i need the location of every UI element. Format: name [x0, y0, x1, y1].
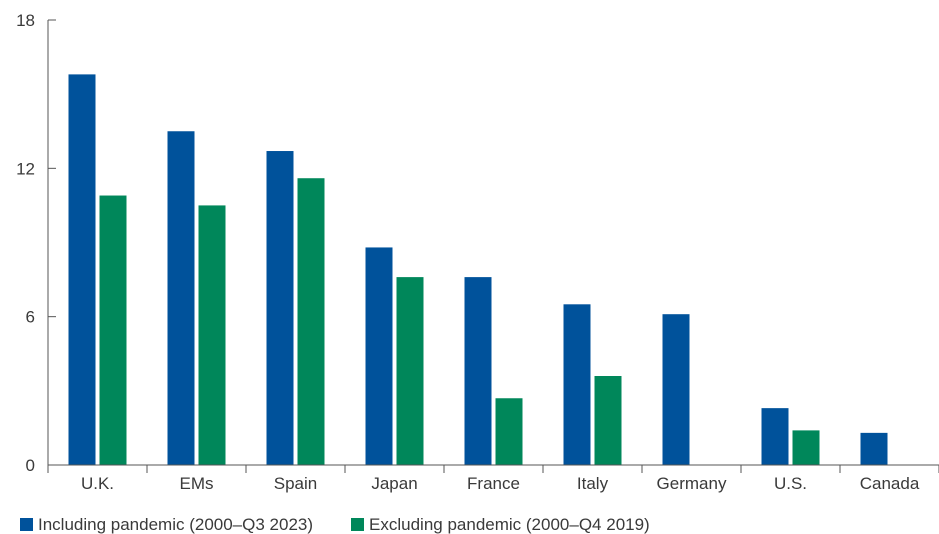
bar-including	[860, 432, 888, 465]
bar-excluding	[594, 376, 622, 465]
x-tick-label: Italy	[577, 474, 609, 493]
bar-excluding	[99, 195, 127, 465]
x-tick-label: U.S.	[774, 474, 807, 493]
bar-including	[68, 74, 96, 465]
bar-including	[761, 408, 789, 465]
x-tick-label: Canada	[860, 474, 920, 493]
y-tick-label: 18	[16, 11, 35, 30]
bar-including	[563, 304, 591, 465]
y-tick-label: 0	[26, 456, 35, 475]
bar-including	[365, 247, 393, 465]
legend-swatch-including	[20, 518, 33, 531]
legend-label-excluding: Excluding pandemic (2000–Q4 2019)	[369, 515, 650, 534]
y-tick-label: 6	[26, 308, 35, 327]
x-tick-label: Germany	[657, 474, 727, 493]
bar-including	[266, 151, 294, 465]
bar-including	[662, 314, 690, 465]
x-axis: U.K. EMs Spain Japan France Italy Germany U.S. C…	[47, 464, 939, 493]
y-tick-label: 12	[16, 159, 35, 178]
bar-including	[464, 277, 492, 465]
legend-label-including: Including pandemic (2000–Q3 2023)	[38, 515, 314, 534]
legend-item-excluding: Excluding pandemic (2000–Q4 2019)	[351, 515, 650, 534]
bars	[68, 74, 888, 465]
x-tick-label: Japan	[371, 474, 417, 493]
x-tick-label: U.K.	[81, 474, 114, 493]
x-tick-label: EMs	[180, 474, 214, 493]
bar-excluding	[198, 205, 226, 465]
bar-including	[167, 131, 195, 465]
y-axis: 0 6 12 18	[16, 11, 56, 475]
bar-excluding	[792, 430, 820, 465]
legend-item-including: Including pandemic (2000–Q3 2023)	[20, 515, 313, 534]
x-tick-label: Spain	[274, 474, 317, 493]
legend-swatch-excluding	[351, 518, 365, 531]
x-tick-label: France	[467, 474, 520, 493]
bar-excluding	[297, 178, 325, 465]
bar-excluding	[495, 398, 523, 465]
bar-excluding	[396, 277, 424, 465]
legend: Including pandemic (2000–Q3 2023) Exclud…	[20, 515, 650, 534]
bar-chart: 0 6 12 18 U.K. EMs Spain Japan France Italy Germa…	[16, 11, 939, 493]
